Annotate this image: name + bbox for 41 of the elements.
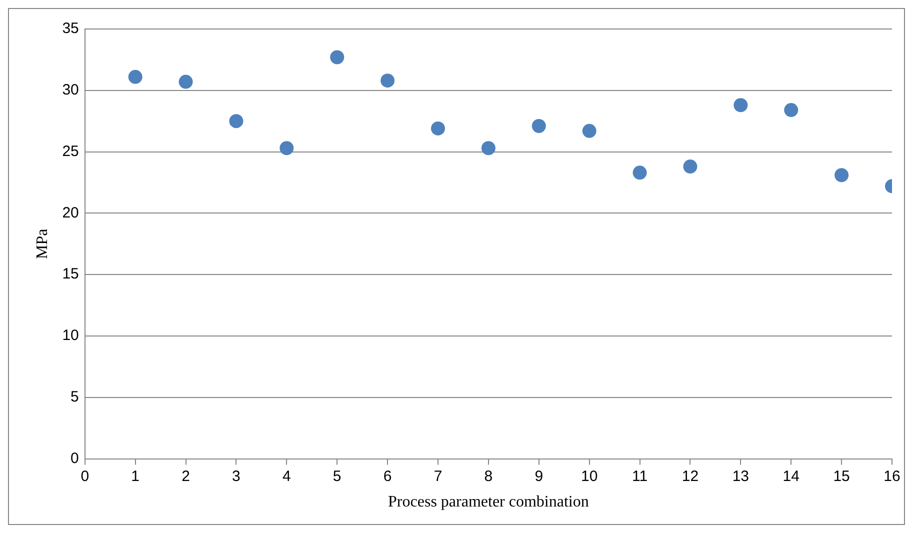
x-tick-label: 2: [182, 468, 190, 485]
x-tick-label: 8: [484, 468, 493, 485]
point: [683, 160, 698, 174]
point: [178, 74, 193, 89]
x-tick-label: 12: [682, 468, 699, 485]
x-tick-label: 7: [434, 468, 442, 485]
x-tick-label: 13: [732, 468, 750, 485]
point: [834, 168, 849, 182]
point: [128, 70, 142, 84]
point: [330, 50, 344, 64]
x-tick-label: 1: [131, 468, 140, 485]
point: [280, 141, 294, 156]
x-tick-label: 6: [383, 468, 392, 485]
x-tick-label: 5: [332, 468, 342, 485]
point: [481, 141, 496, 156]
y-tick-label: 0: [70, 450, 79, 467]
x-tick-label: 14: [782, 468, 800, 485]
y-tick-label: 5: [70, 388, 79, 406]
y-tick-label: 10: [62, 327, 79, 344]
point: [632, 166, 647, 180]
point: [380, 74, 395, 88]
y-tick-label: 25: [62, 142, 79, 160]
x-tick-label: 11: [632, 468, 648, 485]
x-tick-label: 10: [580, 468, 598, 485]
y-tick-label: 30: [62, 82, 79, 99]
y-tick-label: 20: [62, 204, 79, 222]
x-tick-label: 9: [534, 468, 544, 485]
point: [229, 114, 244, 128]
point: [734, 98, 748, 112]
point: [784, 103, 798, 118]
x-tick-label: 15: [833, 468, 850, 485]
x-tick-label: 3: [232, 468, 240, 485]
y-tick-label: 35: [62, 20, 79, 38]
y-axis-title: MPa: [34, 228, 51, 260]
x-tick-label: 16: [884, 468, 900, 485]
point: [431, 121, 445, 136]
y-tick-label: 15: [62, 266, 79, 283]
point: [532, 119, 546, 134]
point: [582, 124, 596, 138]
x-axis-title: Process parameter combination: [388, 494, 589, 511]
x-tick-label: 4: [282, 468, 291, 485]
